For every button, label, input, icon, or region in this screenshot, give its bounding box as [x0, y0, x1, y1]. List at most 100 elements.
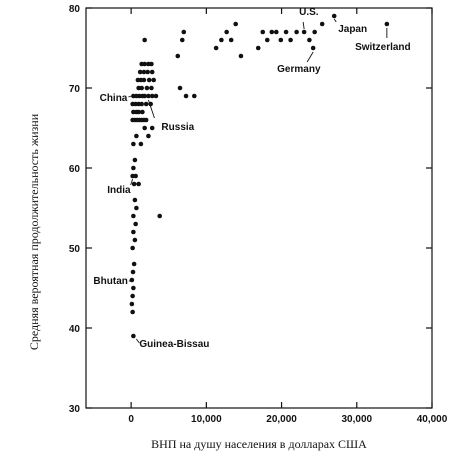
data-point [134, 205, 139, 211]
annotation-leader [333, 18, 337, 23]
data-point [145, 69, 150, 75]
data-point [238, 53, 244, 59]
data-point [255, 45, 261, 51]
data-point [146, 77, 152, 83]
annotation-label: Switzerland [355, 42, 411, 53]
data-point [149, 85, 154, 91]
data-point [181, 29, 187, 35]
plot-frame [85, 7, 433, 409]
data-point [131, 165, 136, 171]
data-points [129, 13, 390, 339]
y-tick-label: 50 [69, 244, 81, 255]
y-tick-label: 60 [69, 164, 81, 175]
data-point [233, 21, 238, 27]
x-tick-label: 0 [128, 414, 134, 425]
annotation-leader [136, 338, 140, 344]
data-point [179, 37, 185, 43]
country-annotations: U.S. Japan Germany Switzerland China Russia In… [93, 7, 410, 350]
data-point [260, 29, 266, 35]
data-point [274, 29, 279, 35]
data-point [149, 69, 155, 75]
data-point [142, 37, 147, 43]
y-tick-label: 80 [69, 4, 81, 15]
data-point [301, 29, 307, 35]
annotation-leader [130, 178, 134, 186]
data-point [157, 213, 163, 219]
data-point [319, 21, 325, 27]
data-point [137, 69, 143, 75]
y-tick-label: 40 [69, 324, 81, 335]
data-point [131, 141, 136, 147]
data-point [331, 13, 337, 19]
annotation-label: U.S. [299, 7, 319, 18]
data-point [310, 45, 316, 51]
data-point [131, 229, 136, 235]
data-point [183, 93, 189, 99]
annotation-leader [306, 51, 314, 63]
x-axis-title: ВНП на душу населения в долларах США [151, 437, 367, 451]
data-point [294, 29, 299, 35]
data-point [129, 301, 135, 307]
y-tick-label: 30 [69, 404, 81, 415]
data-point [136, 109, 141, 115]
data-point [141, 69, 147, 75]
data-point [153, 93, 159, 99]
data-point [131, 181, 137, 187]
data-point [131, 285, 136, 291]
data-point [151, 77, 156, 83]
data-point [131, 213, 136, 219]
data-point [384, 21, 390, 27]
y-axis: 30 40 50 60 70 80 [69, 4, 432, 415]
x-tick-label: 30,000 [341, 414, 372, 425]
data-point [142, 93, 147, 99]
data-point [142, 61, 147, 67]
data-point [129, 277, 135, 283]
data-point [138, 141, 144, 147]
data-point [139, 85, 144, 91]
data-point [288, 37, 293, 43]
data-point [141, 77, 147, 83]
data-point [143, 101, 149, 107]
data-point [213, 45, 219, 51]
annotation-label: Germany [277, 64, 321, 75]
annotation-label: China [100, 93, 128, 104]
x-tick-label: 20,000 [266, 414, 297, 425]
annotation-leader [302, 21, 305, 30]
data-point [149, 61, 154, 67]
data-point [219, 37, 224, 43]
data-point [130, 245, 135, 251]
data-point [134, 133, 139, 139]
data-point [144, 85, 150, 91]
data-point [175, 53, 181, 59]
y-axis-title: Средняя вероятная продолжительность жизн… [27, 113, 41, 350]
data-point [149, 125, 155, 131]
annotation-leader [148, 99, 155, 119]
data-point [312, 29, 317, 35]
data-point [283, 29, 289, 35]
data-point [139, 101, 144, 107]
annotation-label: Japan [338, 24, 367, 35]
data-point [142, 125, 147, 131]
data-point [146, 93, 151, 99]
data-point [143, 117, 149, 123]
x-axis: 0 10,000 20,000 30,000 40,000 [128, 8, 448, 425]
annotation-leader [128, 95, 132, 98]
data-point [192, 93, 197, 99]
data-point [177, 85, 183, 91]
x-tick-label: 40,000 [417, 414, 448, 425]
data-point [130, 293, 135, 299]
x-tick-label: 10,000 [191, 414, 222, 425]
data-point [133, 173, 138, 179]
data-point [146, 133, 151, 139]
data-point [269, 29, 275, 35]
data-point [132, 197, 138, 203]
annotation-label: Bhutan [93, 276, 127, 287]
y-tick-label: 70 [69, 84, 81, 95]
data-point [149, 93, 155, 99]
data-point [228, 37, 234, 43]
data-point [224, 29, 229, 35]
annotation-label: India [107, 185, 131, 196]
data-point [132, 157, 138, 163]
data-point [278, 37, 284, 43]
